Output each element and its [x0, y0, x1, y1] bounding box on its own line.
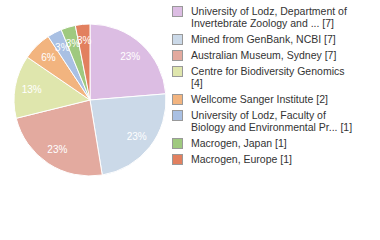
html-text:Centre for Biodiversity Genomi: Centre for Biodiversity Genomics [4]: [191, 65, 345, 89]
html-text:Mined from GenBank, NCBI [7]: Mined from GenBank, NCBI [7]: [191, 33, 336, 45]
svg-text:23%: 23%: [127, 131, 147, 142]
svg-text:3%: 3%: [77, 35, 92, 46]
svg-text:23%: 23%: [47, 144, 67, 155]
svg-text:13%: 13%: [22, 84, 42, 95]
svg-text:6%: 6%: [41, 52, 56, 63]
html-text:University of Lodz, Faculty of: University of Lodz, Faculty of Biology a…: [191, 109, 353, 133]
svg-text:3%: 3%: [65, 37, 81, 49]
html-text:Macrogen, Japan [1]: Macrogen, Japan [1]: [191, 137, 287, 149]
html-text:University of Lodz, Department: University of Lodz, Department of Invert…: [191, 5, 347, 29]
html-text:Australian Museum, Sydney [7]: Australian Museum, Sydney [7]: [191, 49, 337, 61]
html-text:Wellcome Sanger Institute [2]: Wellcome Sanger Institute [2]: [191, 93, 328, 105]
html-text:Macrogen, Europe [1]: Macrogen, Europe [1]: [191, 153, 292, 165]
svg-text:3%: 3%: [55, 42, 70, 54]
svg-text:23%: 23%: [120, 51, 140, 62]
